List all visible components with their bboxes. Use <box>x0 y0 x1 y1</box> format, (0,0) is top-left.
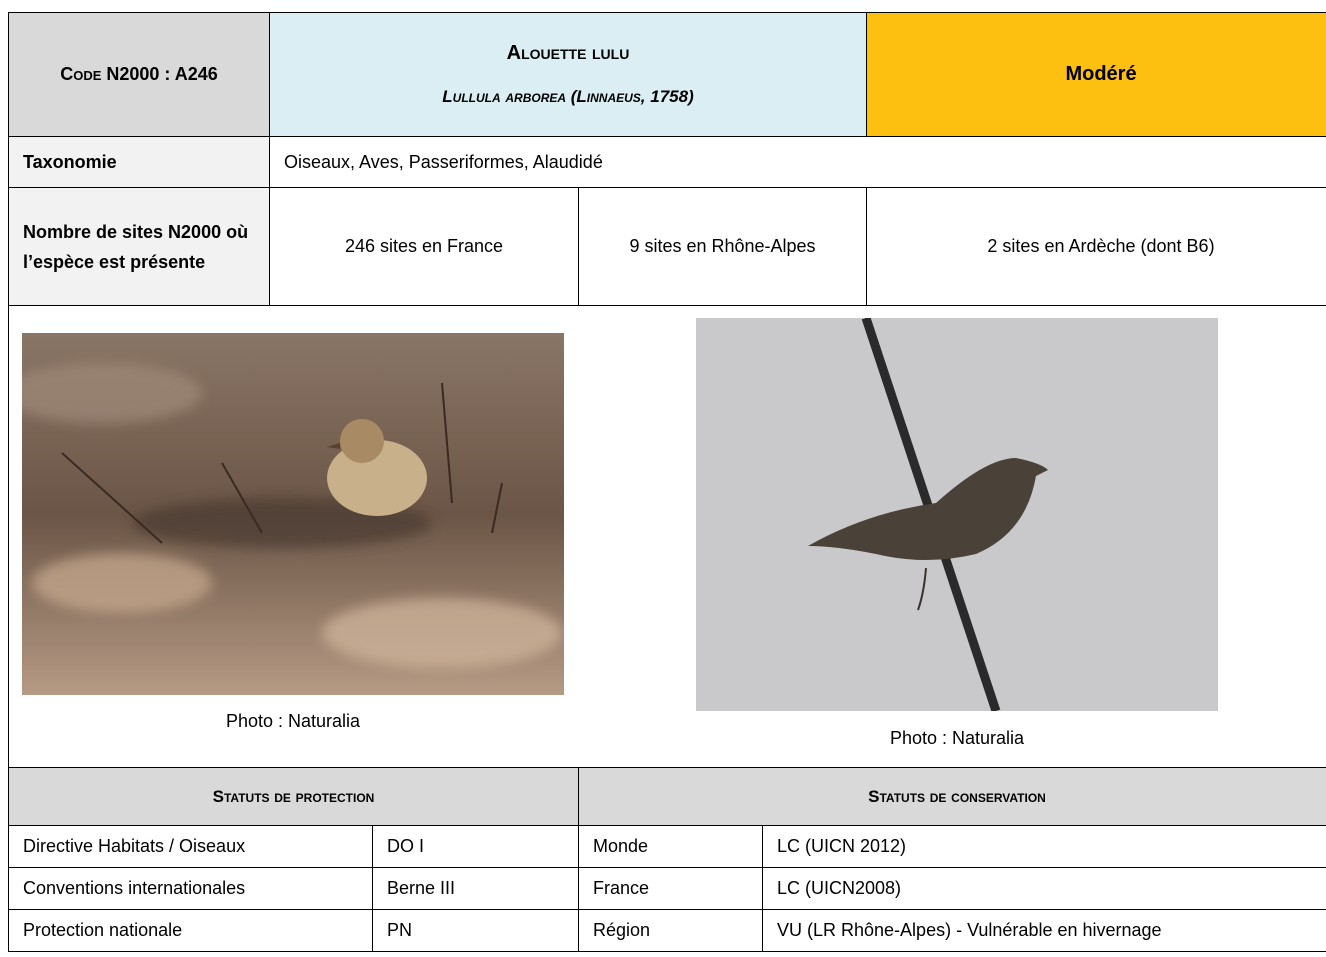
photo-caption: Photo : Naturalia <box>225 711 361 731</box>
sites-value: 246 sites en France <box>269 187 579 306</box>
taxonomy-value: Oiseaux, Aves, Passeriformes, Alaudidé <box>269 136 1326 188</box>
photo <box>22 333 564 695</box>
status-cell: Conventions internationales <box>8 867 373 910</box>
status-cell: LC (UICN 2012) <box>762 825 1326 868</box>
status-cell: LC (UICN2008) <box>762 867 1326 910</box>
status-cell: Berne III <box>372 867 579 910</box>
status-cell: Directive Habitats / Oiseaux <box>8 825 373 868</box>
code: Code N2000 : A246 <box>8 12 270 137</box>
sites-value: 2 sites en Ardèche (dont B6) <box>866 187 1326 306</box>
conservation-title: Statuts de conservation <box>578 767 1326 826</box>
status-cell: Région <box>578 909 763 952</box>
species-cell: Alouette lulu Lullula arborea (Linnaeus,… <box>269 12 867 137</box>
sites-label: Nombre de sites N2000 où l’espèce est pr… <box>8 187 270 306</box>
protection-title: Statuts de protection <box>8 767 579 826</box>
sites-value: 9 sites en Rhône-Alpes <box>578 187 867 306</box>
latin-name: Lullula arborea (Linnaeus, 1758) <box>442 87 694 106</box>
photo <box>696 318 1218 711</box>
status-cell: DO I <box>372 825 579 868</box>
taxonomy-label: Taxonomie <box>8 136 270 188</box>
status-cell: Monde <box>578 825 763 868</box>
photo-caption: Photo : Naturalia <box>889 728 1025 748</box>
status-cell: Protection nationale <box>8 909 373 952</box>
status-cell: France <box>578 867 763 910</box>
level: Modéré <box>866 12 1326 137</box>
status-cell: VU (LR Rhône-Alpes) - Vulnérable en hive… <box>762 909 1326 952</box>
status-cell: PN <box>372 909 579 952</box>
species-name: Alouette lulu <box>506 42 630 64</box>
